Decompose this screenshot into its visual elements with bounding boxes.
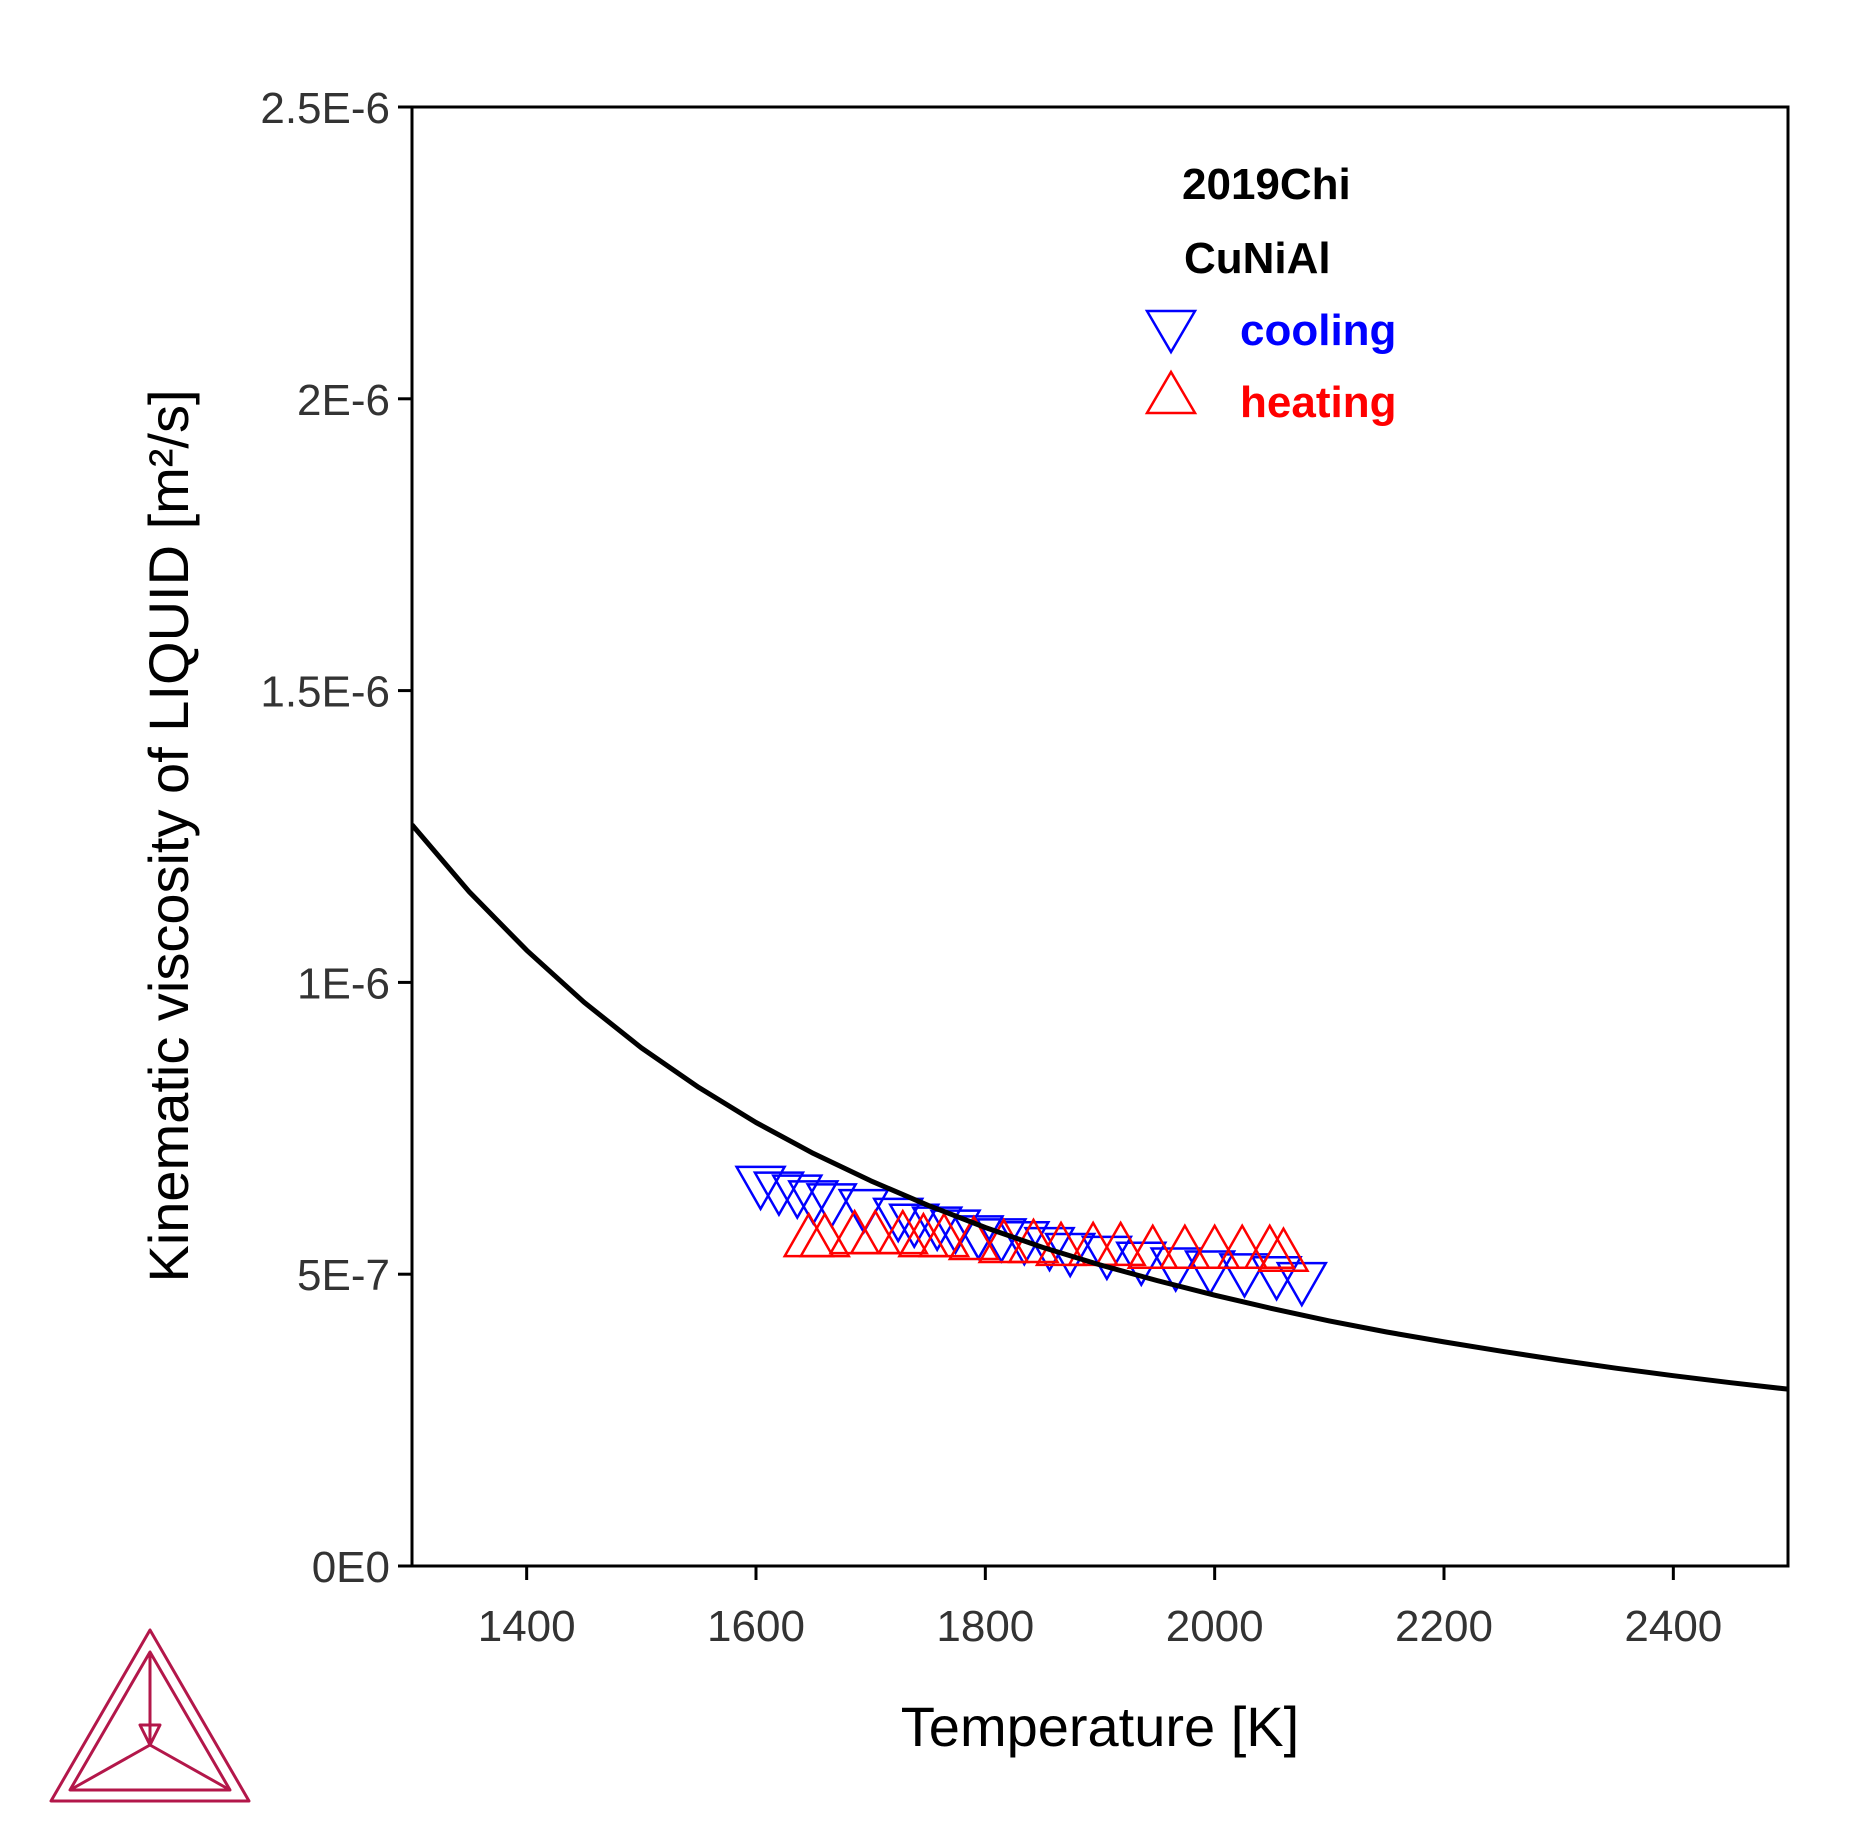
plot-frame [410, 105, 1790, 1568]
cooling-point [975, 1218, 1028, 1264]
heating-point [798, 1211, 851, 1258]
y-tick-label: 1.5E-6 [260, 668, 390, 717]
x-axis: 1400 1600 1800 2000 2200 2400 [478, 1566, 1722, 1651]
legend-title-line-1: 2019Chi [1182, 160, 1351, 209]
heating-point [917, 1211, 971, 1258]
logo-inner-triangle [68, 1650, 232, 1792]
cooling-point [1183, 1250, 1237, 1296]
cooling-point [1149, 1247, 1202, 1294]
heating-point [1158, 1223, 1212, 1270]
logo-core [138, 1723, 162, 1747]
cooling-point [805, 1183, 858, 1229]
heating-point [977, 1217, 1030, 1264]
heating-point [876, 1208, 929, 1255]
model-curve [412, 823, 1788, 1392]
y-axis-title: Kinematic viscosity of LIQUID [m²/s] [137, 389, 200, 1282]
y-tick-label: 1E-6 [297, 959, 390, 1008]
cooling-point [952, 1215, 1005, 1261]
cooling-point [1044, 1232, 1097, 1279]
x-axis-title: Temperature [K] [901, 1695, 1299, 1758]
x-tick-label: 2000 [1166, 1602, 1264, 1651]
cooling-point [734, 1165, 787, 1212]
cooling-point [771, 1174, 824, 1221]
x-tick-label: 2200 [1395, 1602, 1493, 1651]
cooling-point [929, 1209, 982, 1256]
heating-point [1034, 1220, 1088, 1267]
legend-heating-marker [1144, 369, 1198, 415]
y-tick-label: 2.5E-6 [260, 84, 390, 133]
y-axis: 0E0 5E-7 1E-6 1.5E-6 2E-6 2.5E-6 [260, 84, 412, 1592]
heating-point [1188, 1223, 1241, 1270]
y-tick-label: 0E0 [312, 1543, 390, 1592]
heating-point [849, 1208, 902, 1255]
x-tick-label: 2400 [1624, 1602, 1722, 1651]
heating-point [947, 1214, 1001, 1261]
x-tick-label: 1600 [707, 1602, 805, 1651]
legend-cooling-marker [1144, 309, 1198, 355]
logo-spokes [69, 1652, 231, 1792]
cooling-point [1080, 1235, 1134, 1282]
model-curve-layer [412, 823, 1788, 1392]
cooling-point [1250, 1256, 1303, 1302]
cooling-point [1218, 1253, 1271, 1299]
y-tick-label: 5E-7 [297, 1251, 390, 1300]
y-tick-label: 2E-6 [297, 376, 390, 425]
legend-cooling-label: cooling [1240, 306, 1396, 355]
legend-heating-label: heating [1240, 378, 1396, 427]
heating-point [1216, 1223, 1269, 1270]
heating-point [1243, 1223, 1296, 1270]
heating-point [1257, 1226, 1310, 1272]
heating-point [1126, 1223, 1179, 1270]
legend-title-line-2: CuNiAl [1184, 234, 1331, 283]
heating-point [1094, 1220, 1147, 1267]
logo-outer-triangle [49, 1628, 251, 1803]
cooling-point [1023, 1226, 1076, 1273]
cooling-point [752, 1171, 806, 1218]
x-tick-label: 1800 [936, 1602, 1034, 1651]
cooling-point [888, 1203, 941, 1250]
cooling-point [787, 1180, 840, 1226]
x-tick-label: 1400 [478, 1602, 576, 1651]
legend: 2019Chi CuNiAl cooling heating [1144, 160, 1396, 427]
cooling-point [872, 1197, 925, 1244]
thermo-calc-logo [49, 1628, 251, 1803]
